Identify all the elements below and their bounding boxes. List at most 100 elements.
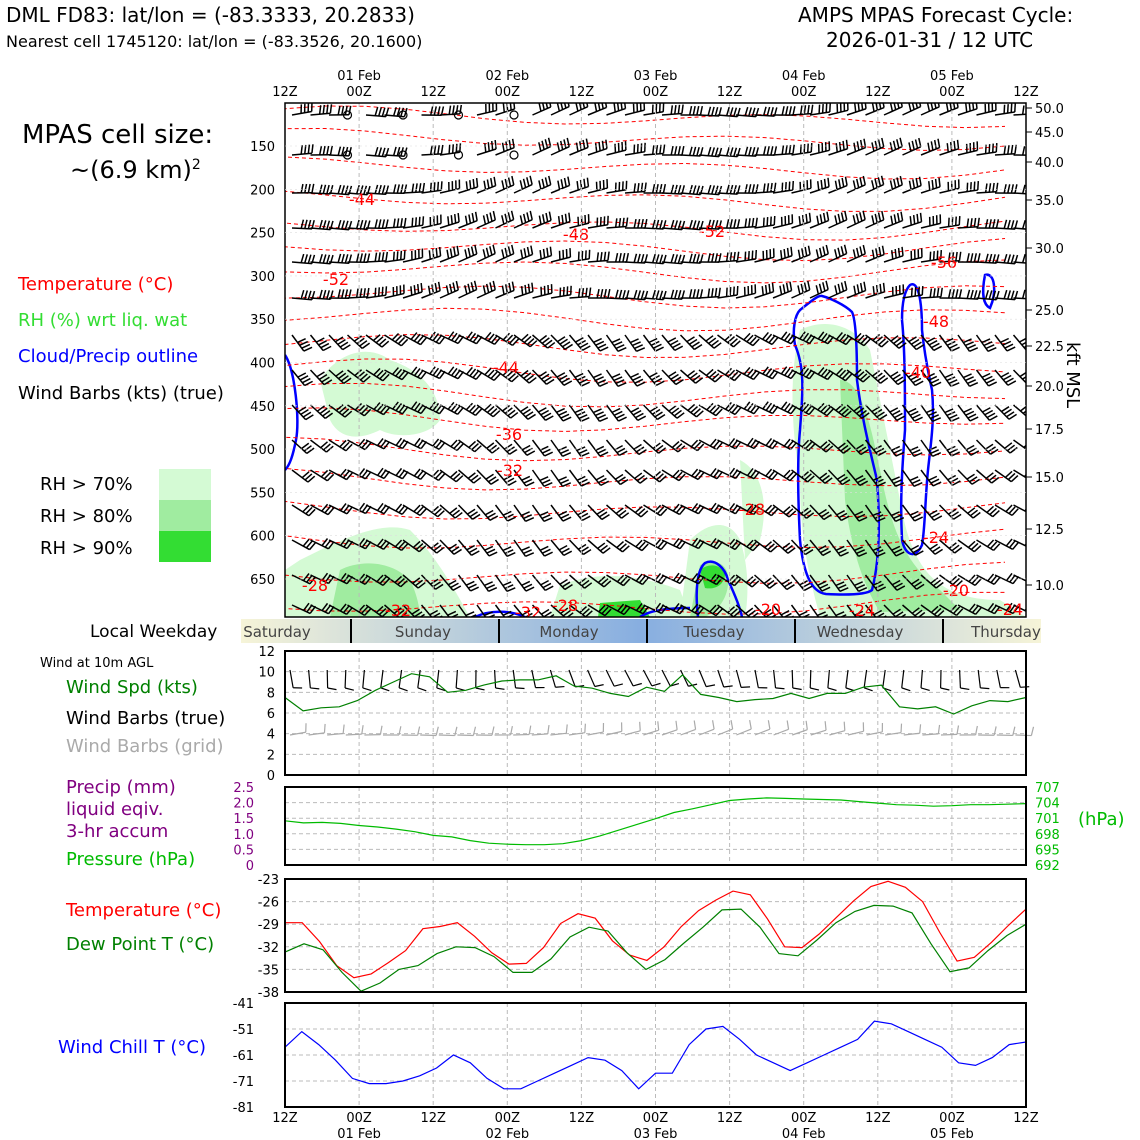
wind-barb-flag: [1003, 408, 1012, 415]
wind-barb-flag: [946, 411, 956, 417]
wind-barb-grid-flag: [937, 724, 941, 734]
wind-barb-flag: [381, 107, 386, 117]
wind-barb-flag: [955, 580, 963, 588]
wind-barb-flag: [655, 184, 659, 194]
wind-barb-flag: [339, 503, 347, 512]
wind-barb-flag: [339, 468, 347, 477]
wind-barb-flag: [472, 179, 475, 189]
wind-barb-flag: [598, 511, 608, 518]
kft-tick: 17.5: [1035, 423, 1064, 438]
wind-barb-flag: [928, 446, 937, 452]
wind-barb-flag: [892, 373, 901, 380]
wind-barb-flag: [764, 504, 773, 513]
wind-barb-flag: [519, 215, 524, 225]
wind-barb-flag: [973, 545, 982, 553]
wind-barb-flag: [484, 367, 492, 376]
wind-barb-flag: [603, 251, 607, 261]
axis-tick: -61: [233, 1049, 254, 1064]
station-title: DML FD83: lat/lon = (-83.3333, 20.2833): [6, 3, 415, 27]
wind-barb-10m: [977, 669, 981, 688]
wind-barb-flag: [490, 178, 494, 188]
wind-barb-grid-flag: [1030, 726, 1035, 736]
wind-barb-10m-flag: [980, 687, 990, 690]
wind-barb-flag: [576, 181, 579, 191]
wind-barb-flag: [484, 509, 494, 516]
wind-barb-flag: [450, 215, 453, 225]
wind-barb-flag: [862, 244, 866, 254]
wind-barb-flag: [765, 437, 773, 447]
wind-barb-flag: [823, 370, 831, 379]
wind-barb-flag: [491, 446, 500, 454]
wind-barb-flag: [914, 609, 923, 617]
wind-barb-flag: [840, 282, 845, 292]
wind-barb-flag: [574, 372, 584, 379]
wind-barb-flag: [416, 506, 424, 515]
wind-barb-flag: [563, 380, 573, 386]
wind-barb-flag: [669, 339, 679, 346]
wind-barb-flag: [711, 288, 714, 298]
wind-barb-flag: [686, 370, 696, 377]
wind-barb-flag: [707, 146, 712, 156]
wind-barb-flag: [734, 542, 742, 550]
wind-barb-flag: [454, 511, 463, 519]
wind-barb-flag: [713, 342, 722, 349]
axis-tick: 4: [267, 728, 275, 743]
wind-barb-flag: [925, 408, 935, 414]
wind-barb-flag: [597, 414, 607, 420]
wind-barb-flag: [733, 610, 741, 617]
wind-barb: [772, 604, 784, 617]
wind-barb-flag: [872, 475, 882, 481]
wind-barb-10m: [735, 669, 742, 688]
wind-barb-flag: [696, 254, 700, 264]
wind-barb-flag: [705, 335, 714, 342]
wind-barb-flag: [337, 146, 342, 156]
wind-barb-grid: [513, 733, 530, 736]
wind-barb-flag: [653, 471, 662, 479]
wind-barb-flag: [915, 344, 925, 351]
wind-barb-flag: [435, 334, 443, 343]
wind-barb-flag: [691, 572, 699, 582]
wind-barb-flag: [342, 344, 351, 351]
wind-barb-grid: [587, 731, 604, 736]
bottom-tick-label: 12Z: [865, 1111, 891, 1126]
wind-barb-flag: [675, 379, 684, 386]
wind-barb-flag: [926, 337, 936, 343]
wind-barb-flag: [398, 370, 406, 379]
wind-barb-flag: [822, 212, 826, 223]
wind-barb-flag: [449, 248, 453, 258]
wind-barb-flag: [580, 417, 590, 423]
wind-barb-flag: [633, 183, 637, 193]
wind-barb-flag: [712, 606, 720, 615]
wind-barb-flag: [692, 374, 701, 382]
wind-barb-flag: [438, 473, 446, 481]
wind-barb-flag: [931, 512, 940, 519]
wind-barb-flag: [909, 476, 919, 482]
wind-barb-flag: [611, 373, 621, 379]
wind-barb-flag: [677, 220, 682, 230]
wind-barb-flag: [785, 282, 789, 293]
wind-barb-10m: [436, 669, 440, 688]
wind-barb-flag: [595, 411, 604, 417]
wind-barb-flag: [630, 372, 639, 379]
wind-barb-flag: [753, 372, 760, 380]
wind-barb-flag: [816, 215, 820, 225]
wind-barb-flag: [967, 344, 976, 350]
temperature-label: -40: [905, 363, 931, 382]
wind-barb-flag: [859, 177, 863, 187]
wind-barb-flag: [504, 284, 509, 294]
wind-barb-flag: [966, 218, 970, 228]
wind-barb-flag: [707, 253, 711, 263]
bottom-date-label: 02 Feb: [485, 1127, 529, 1140]
wind-barb-flag: [1006, 346, 1016, 352]
wind-barb-flag: [451, 546, 460, 553]
wind-barb-flag: [728, 437, 736, 447]
wind-barb-flag: [788, 510, 797, 518]
wind-barb-flag: [947, 252, 951, 262]
wind-barb-flag: [546, 378, 555, 385]
wind-barb-flag: [422, 216, 425, 226]
wind-barb-flag: [936, 287, 940, 298]
wind-barb-flag: [655, 380, 665, 387]
wind-barb-flag: [984, 409, 994, 416]
wind-barb-flag: [339, 572, 347, 581]
wind-barb-flag: [871, 142, 875, 152]
